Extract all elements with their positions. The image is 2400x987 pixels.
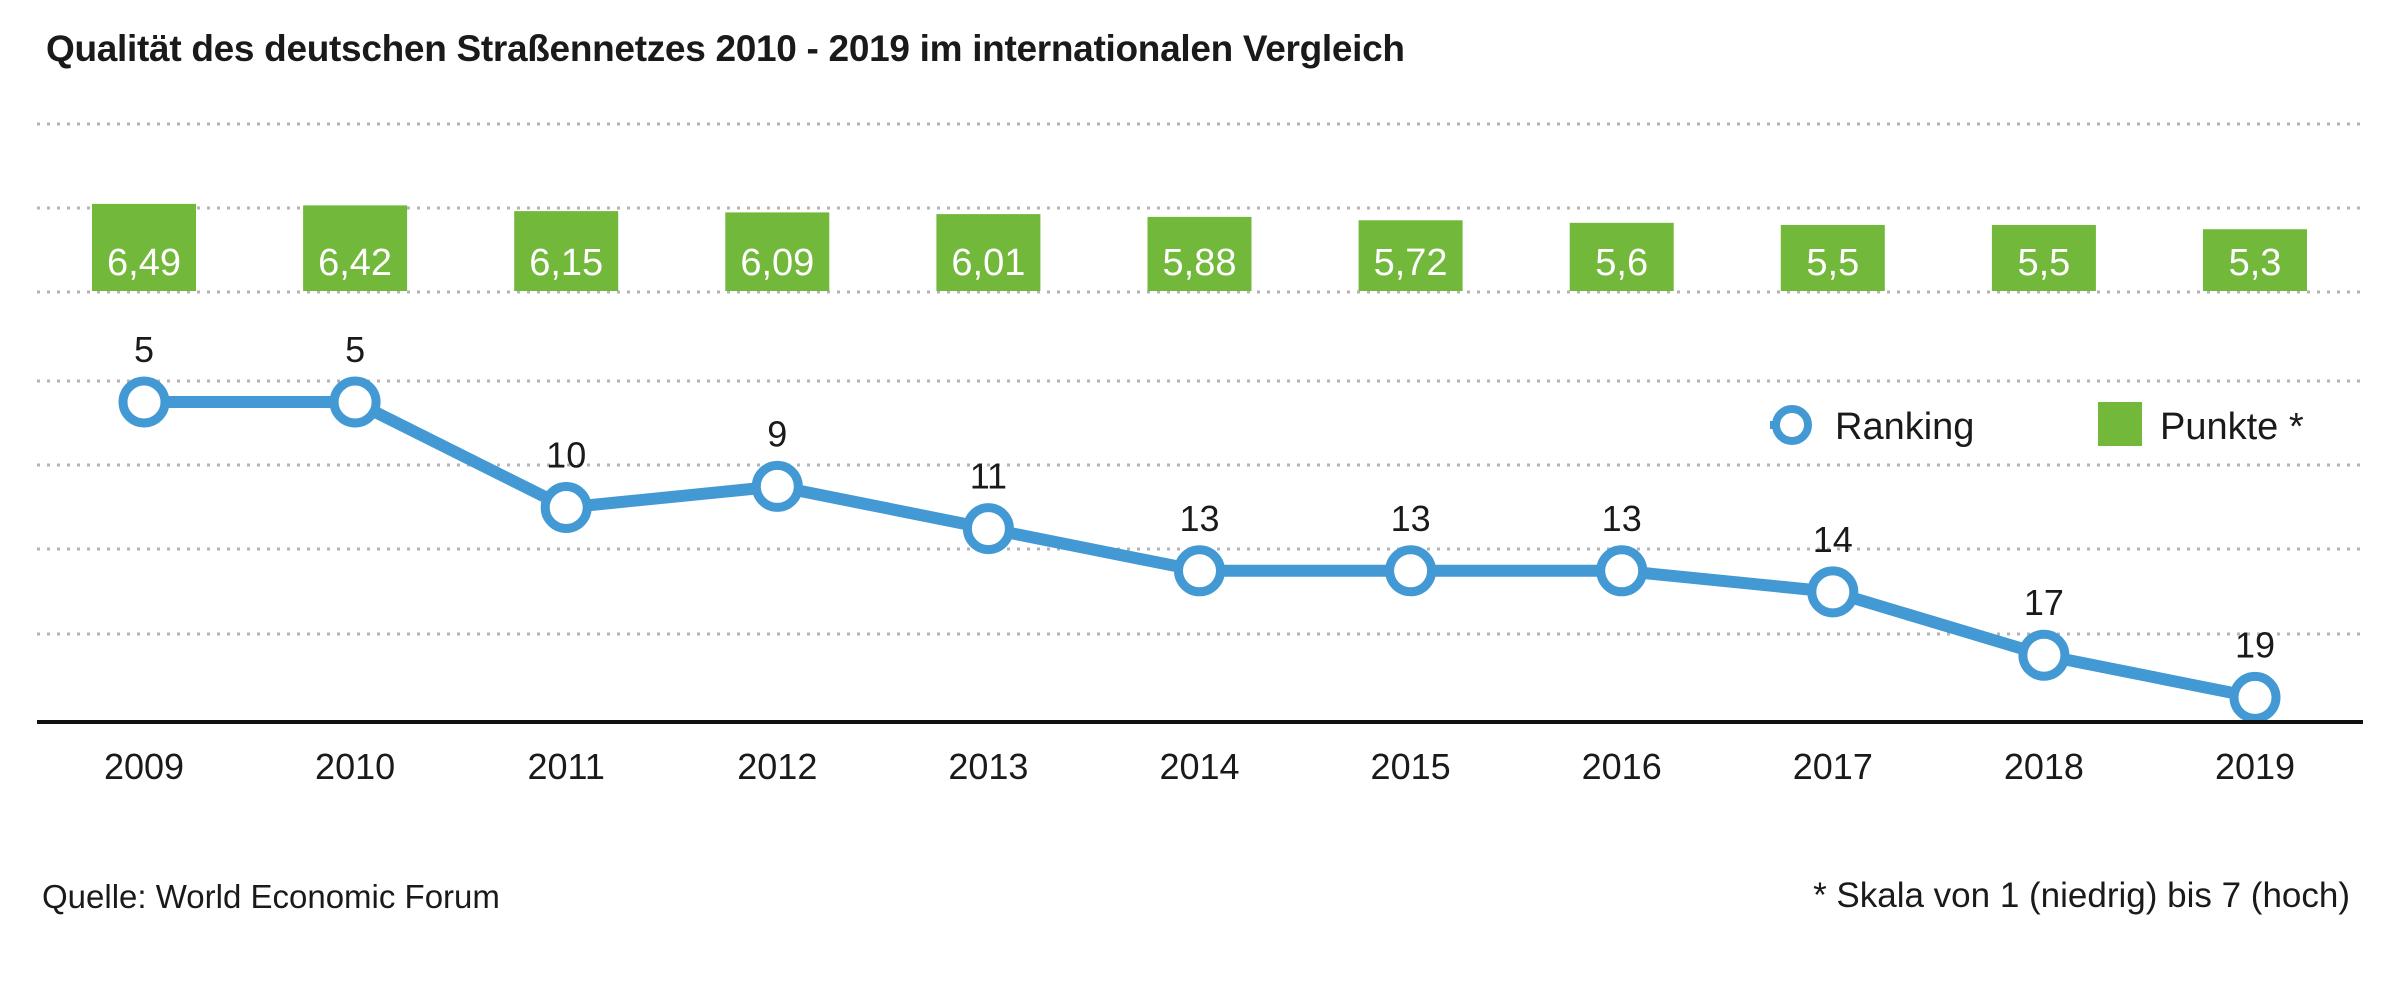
x-tick-label: 2012 bbox=[737, 746, 817, 787]
ranking-point-2017 bbox=[1807, 566, 1859, 618]
bar-value-label: 5,6 bbox=[1595, 242, 1648, 284]
x-tick-label: 2015 bbox=[1371, 746, 1451, 787]
x-axis-ticks: 2009 2010 2011 2012 2013 2014 2015 2016 2017 2018… bbox=[104, 746, 2295, 787]
ranking-value-label: 14 bbox=[1813, 519, 1853, 560]
x-tick-label: 2013 bbox=[948, 746, 1028, 787]
legend-ranking-marker bbox=[1772, 405, 1812, 445]
legend-punkte-swatch bbox=[2098, 402, 2142, 446]
source-note: Quelle: World Economic Forum bbox=[42, 878, 500, 915]
ranking-value-label: 10 bbox=[546, 435, 586, 476]
ranking-point-2009 bbox=[118, 376, 170, 428]
bar-2017 bbox=[1780, 224, 1885, 291]
legend-punkte-label: Punkte * bbox=[2160, 406, 2304, 448]
ranking-point-2010 bbox=[329, 376, 381, 428]
line-series bbox=[118, 376, 2281, 723]
bar-2013 bbox=[936, 214, 1041, 291]
point-labels: 5 5 10 9 11 13 13 13 14 17 19 bbox=[134, 329, 2275, 665]
bar-value-label: 5,72 bbox=[1374, 242, 1448, 284]
bar-series: 6,49 6,42 6,15 6,09 6,01 5,88 5,72 5,6 5,5 5,5 5,3 bbox=[92, 203, 2307, 291]
x-tick-label: 2016 bbox=[1582, 746, 1662, 787]
ranking-point-2019 bbox=[2229, 671, 2281, 723]
ranking-point-2016 bbox=[1596, 545, 1648, 597]
ranking-point-2011 bbox=[540, 482, 592, 533]
bar-2016 bbox=[1569, 222, 1674, 291]
ranking-value-label: 13 bbox=[1391, 498, 1431, 539]
chart-title: Qualität des deutschen Straßennetzes 201… bbox=[46, 28, 1405, 69]
bar-2012 bbox=[725, 212, 830, 291]
bar-value-label: 6,01 bbox=[951, 242, 1025, 284]
bar-2009 bbox=[92, 203, 196, 291]
x-tick-label: 2010 bbox=[315, 746, 395, 787]
bar-value-label: 6,09 bbox=[740, 242, 814, 284]
x-tick-label: 2011 bbox=[527, 746, 604, 787]
bar-value-label: 5,3 bbox=[2229, 242, 2282, 284]
ranking-point-2013 bbox=[962, 503, 1014, 555]
bar-2011 bbox=[514, 211, 619, 291]
ranking-value-label: 19 bbox=[2235, 624, 2275, 665]
ranking-value-label: 13 bbox=[1602, 498, 1642, 539]
ranking-value-label: 11 bbox=[970, 456, 1007, 497]
bar-2019 bbox=[2203, 229, 2307, 291]
bar-2010 bbox=[303, 205, 408, 291]
bar-2015 bbox=[1358, 220, 1463, 291]
ranking-value-label: 9 bbox=[767, 413, 787, 454]
ranking-value-label: 17 bbox=[2024, 582, 2064, 623]
x-tick-label: 2019 bbox=[2215, 746, 2295, 787]
x-tick-label: 2014 bbox=[1159, 746, 1239, 787]
bar-2018 bbox=[1991, 224, 2096, 291]
ranking-point-2012 bbox=[751, 460, 803, 512]
scale-note: * Skala von 1 (niedrig) bis 7 (hoch) bbox=[1813, 876, 2350, 915]
bar-value-label: 5,88 bbox=[1163, 242, 1237, 284]
bar-value-label: 6,49 bbox=[107, 242, 181, 284]
bar-2014 bbox=[1147, 216, 1252, 291]
ranking-point-2018 bbox=[2018, 629, 2070, 681]
ranking-value-label: 13 bbox=[1179, 498, 1219, 539]
ranking-point-2014 bbox=[1174, 545, 1225, 597]
bar-value-label: 6,15 bbox=[529, 242, 603, 284]
bar-value-label: 5,5 bbox=[2017, 242, 2070, 284]
bar-value-label: 6,42 bbox=[318, 242, 392, 284]
legend-ranking-label: Ranking bbox=[1835, 406, 1974, 448]
legend: Ranking Punkte * bbox=[1770, 402, 2304, 448]
ranking-value-label: 5 bbox=[134, 329, 154, 370]
ranking-point-2015 bbox=[1385, 545, 1437, 597]
x-tick-label: 2018 bbox=[2004, 746, 2084, 787]
x-tick-label: 2017 bbox=[1793, 746, 1873, 787]
ranking-value-label: 5 bbox=[345, 329, 365, 370]
bar-value-label: 5,5 bbox=[1806, 242, 1859, 284]
x-tick-label: 2009 bbox=[104, 746, 184, 787]
